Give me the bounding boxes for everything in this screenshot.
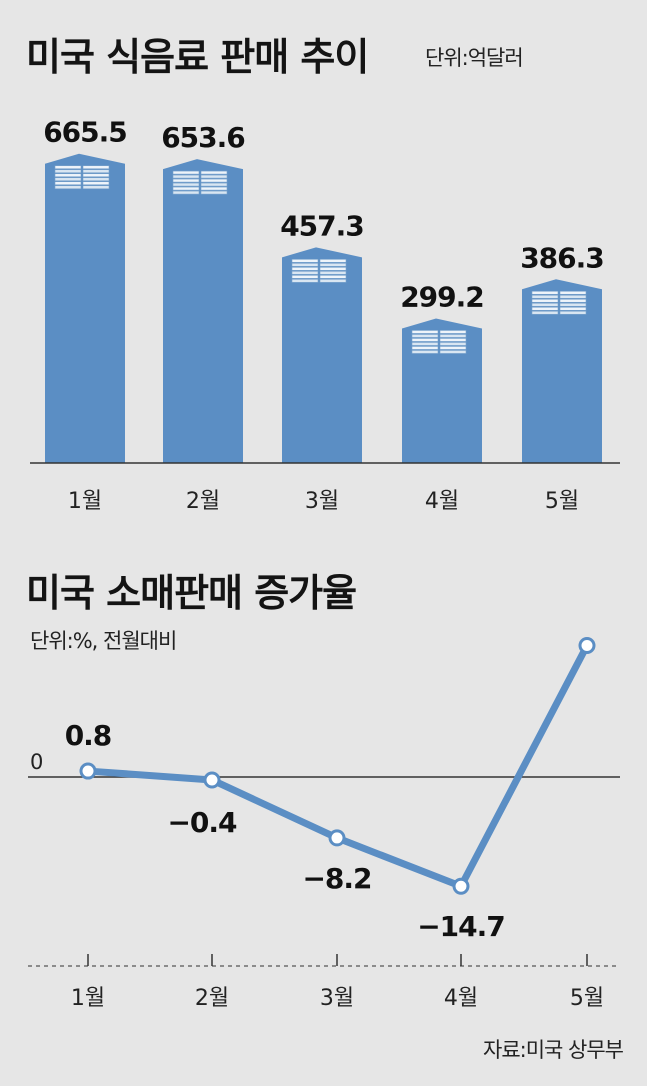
bar-value-label-1: 665.5 xyxy=(43,116,127,149)
money-stack-icon xyxy=(172,170,228,195)
line-category-label-4: 4월 xyxy=(444,986,478,1010)
line-value-label-3: −8.2 xyxy=(302,862,371,895)
line-category-label-3: 3월 xyxy=(320,986,354,1010)
money-stack-icon xyxy=(291,259,347,283)
bar-value-label-4: 299.2 xyxy=(400,280,484,313)
money-stack-icon xyxy=(54,165,110,190)
bar-4 xyxy=(402,318,482,463)
bar-chart-title: 미국 식음료 판매 추이 xyxy=(26,35,369,79)
bar-chart-unit: 단위:억달러 xyxy=(425,46,524,70)
line-value-label-5: 17.7 xyxy=(554,620,619,622)
source-note: 자료:미국 상무부 xyxy=(483,1038,624,1062)
line-category-label-5: 5월 xyxy=(570,986,604,1010)
data-point-1 xyxy=(79,762,97,780)
line-category-label-2: 2월 xyxy=(195,986,229,1010)
line-chart-unit: 단위:%, 전월대비 xyxy=(30,629,177,653)
bar-category-label-2: 2월 xyxy=(186,489,220,514)
line-chart: 0 0.8 1월 −0.4 2월 −8.2 3월 −14.7 4월 17.7 5월 xyxy=(28,620,621,1010)
line-value-label-4: −14.7 xyxy=(417,910,505,943)
bar-3 xyxy=(282,247,362,463)
line-chart-title: 미국 소매판매 증가율 xyxy=(26,571,357,615)
zero-label: 0 xyxy=(30,750,43,774)
bar-value-label-2: 653.6 xyxy=(161,121,245,154)
money-stack-icon xyxy=(411,330,467,354)
data-point-5 xyxy=(578,636,596,654)
data-point-4 xyxy=(452,877,470,895)
bar-5 xyxy=(522,279,602,463)
bar-chart: 665.5 1월 653.6 2월 457.3 3월 299.2 4월 386.3 5월 xyxy=(30,116,620,514)
line-value-label-2: −0.4 xyxy=(167,806,237,839)
bar-1 xyxy=(45,153,125,463)
bar-category-label-5: 5월 xyxy=(545,489,579,514)
money-stack-icon xyxy=(531,290,587,315)
series-line xyxy=(87,643,591,890)
bar-category-label-3: 3월 xyxy=(305,489,339,514)
bar-value-label-5: 386.3 xyxy=(520,241,604,274)
bar-value-label-3: 457.3 xyxy=(280,209,364,242)
data-point-3 xyxy=(328,829,346,847)
line-value-label-1: 0.8 xyxy=(65,719,112,752)
bar-category-label-4: 4월 xyxy=(425,489,459,514)
bar-2 xyxy=(163,159,243,463)
line-category-label-1: 1월 xyxy=(71,986,105,1010)
bars-group: 665.5 1월 653.6 2월 457.3 3월 299.2 4월 386.3 5월 xyxy=(43,116,605,514)
data-point-2 xyxy=(203,771,221,789)
bar-category-label-1: 1월 xyxy=(68,489,102,514)
